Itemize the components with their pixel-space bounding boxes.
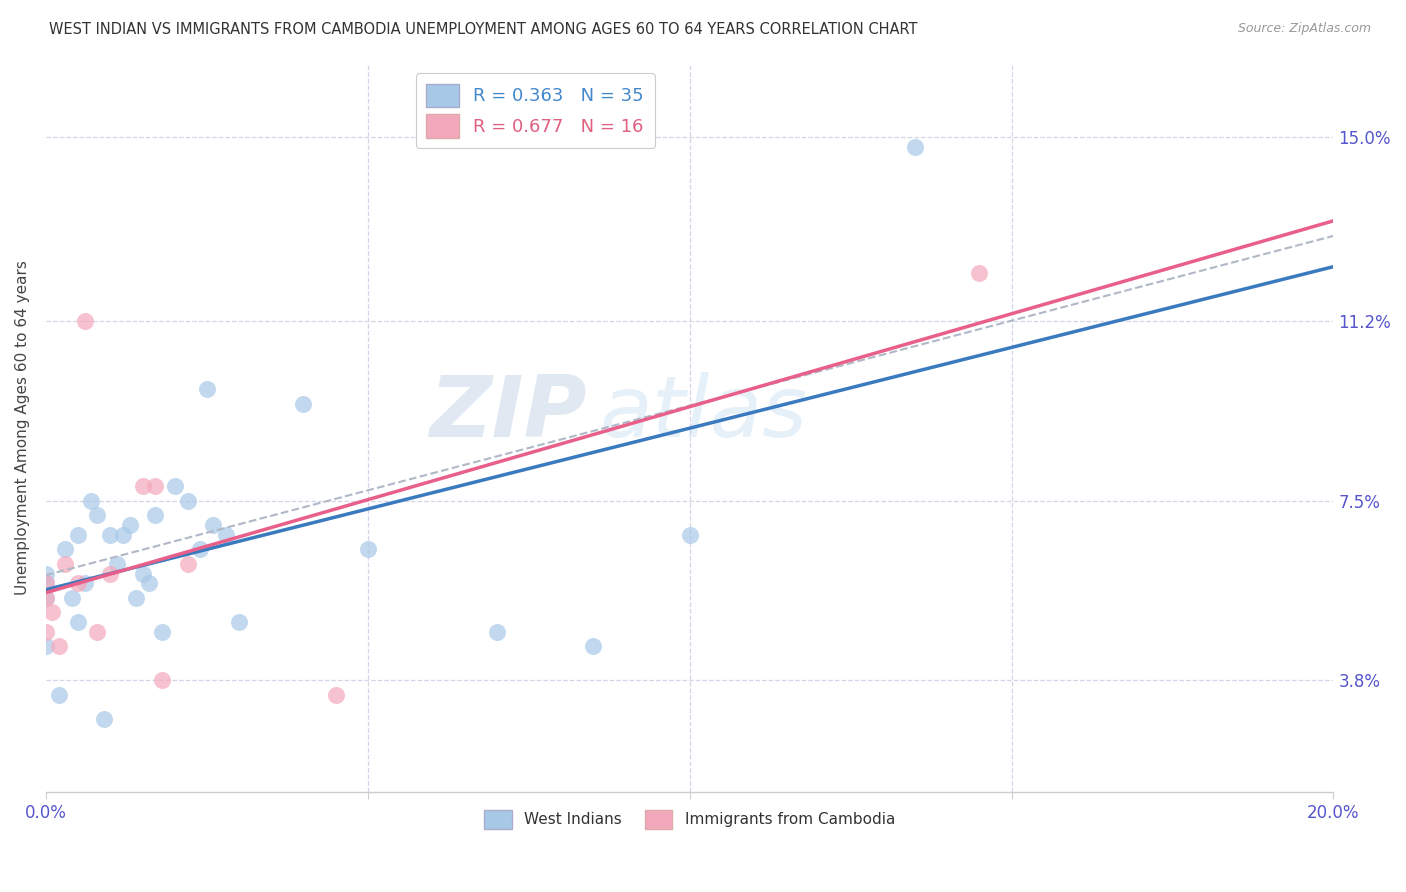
- Legend: West Indians, Immigrants from Cambodia: West Indians, Immigrants from Cambodia: [478, 804, 901, 835]
- Point: [485, 624, 508, 639]
- Point: [86, 624, 108, 639]
- Point: [67, 576, 90, 591]
- Point: [195, 382, 218, 396]
- Point: [41, 606, 63, 620]
- Point: [138, 576, 160, 591]
- Point: [131, 566, 153, 581]
- Point: [150, 673, 173, 688]
- Point: [35, 624, 58, 639]
- Point: [904, 139, 927, 153]
- Point: [98, 528, 121, 542]
- Point: [176, 493, 198, 508]
- Point: [357, 542, 380, 557]
- Point: [679, 528, 702, 542]
- Point: [86, 508, 108, 523]
- Text: WEST INDIAN VS IMMIGRANTS FROM CAMBODIA UNEMPLOYMENT AMONG AGES 60 TO 64 YEARS C: WEST INDIAN VS IMMIGRANTS FROM CAMBODIA …: [49, 22, 918, 37]
- Point: [112, 528, 135, 542]
- Text: atlas: atlas: [599, 372, 807, 455]
- Point: [325, 688, 347, 702]
- Point: [35, 591, 58, 605]
- Point: [73, 576, 96, 591]
- Point: [969, 266, 991, 280]
- Point: [131, 479, 153, 493]
- Point: [118, 518, 141, 533]
- Point: [98, 566, 121, 581]
- Point: [73, 314, 96, 328]
- Point: [150, 624, 173, 639]
- Point: [35, 566, 58, 581]
- Point: [145, 508, 167, 523]
- Text: Source: ZipAtlas.com: Source: ZipAtlas.com: [1237, 22, 1371, 36]
- Point: [60, 591, 83, 605]
- Y-axis label: Unemployment Among Ages 60 to 64 years: Unemployment Among Ages 60 to 64 years: [15, 260, 30, 596]
- Point: [105, 557, 128, 571]
- Point: [80, 493, 103, 508]
- Point: [35, 576, 58, 591]
- Point: [190, 542, 212, 557]
- Point: [35, 591, 58, 605]
- Point: [176, 557, 198, 571]
- Point: [582, 640, 605, 654]
- Point: [35, 640, 58, 654]
- Point: [67, 615, 90, 629]
- Point: [125, 591, 148, 605]
- Point: [228, 615, 250, 629]
- Point: [35, 576, 58, 591]
- Point: [53, 557, 76, 571]
- Text: ZIP: ZIP: [429, 372, 586, 455]
- Point: [202, 518, 225, 533]
- Point: [292, 397, 315, 411]
- Point: [163, 479, 186, 493]
- Point: [48, 688, 70, 702]
- Point: [53, 542, 76, 557]
- Point: [67, 528, 90, 542]
- Point: [145, 479, 167, 493]
- Point: [93, 712, 115, 726]
- Point: [215, 528, 238, 542]
- Point: [48, 640, 70, 654]
